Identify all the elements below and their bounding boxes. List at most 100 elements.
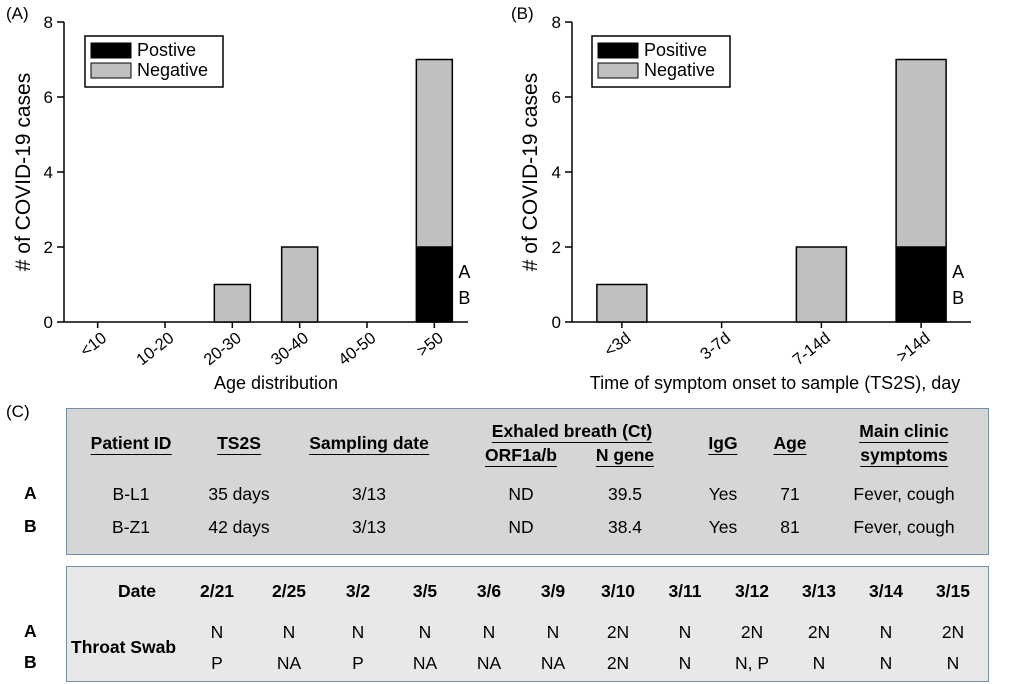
panel-label-c: (C) — [6, 402, 30, 421]
date-header: 2/25 — [271, 581, 307, 601]
header-date: Date — [118, 581, 156, 601]
date-header: 3/13 — [801, 581, 837, 601]
row-b-id: B-Z1 — [112, 517, 150, 537]
date-header: 3/5 — [412, 581, 438, 601]
throat-swab-result: N — [879, 653, 893, 673]
row-a-age: 71 — [780, 484, 800, 504]
header-main-clinic: Main clinic — [859, 421, 949, 443]
y-tick-label: 2 — [44, 238, 53, 257]
row-b-date: 3/13 — [351, 517, 387, 537]
throat-swab-result: N — [210, 622, 224, 642]
bar-annotation: B — [952, 288, 964, 308]
header-n-gene: N gene — [595, 445, 655, 467]
patient-info-table: Patient ID TS2S Sampling date Exhaled br… — [66, 408, 989, 555]
throat-swab-result: N — [418, 622, 432, 642]
throat-swab-result: N — [678, 653, 692, 673]
legend-swatch-postive — [90, 42, 132, 59]
date-header: 3/9 — [540, 581, 566, 601]
row-b-orf: ND — [508, 517, 534, 537]
bar-negative->50 — [415, 58, 454, 248]
x-tick-label: >50 — [414, 329, 447, 360]
row-b-ngene: 38.4 — [607, 517, 643, 537]
x-tick-label: 10-20 — [133, 329, 177, 369]
bar-postive->50 — [415, 246, 454, 323]
table1-row-label-a: A — [24, 483, 37, 503]
legend-label-negative: Negative — [644, 60, 715, 80]
bar-annotation: A — [458, 262, 470, 282]
throat-swab-result: N, P — [734, 653, 770, 673]
throat-swab-result: N — [482, 622, 496, 642]
header-exhaled-breath: Exhaled breath (Ct) — [491, 421, 653, 443]
header-orf1ab: ORF1a/b — [485, 445, 557, 467]
legend-label-positive: Positive — [644, 40, 707, 60]
x-axis-label: Time of symptom onset to sample (TS2S), … — [590, 373, 960, 393]
table2-row-label-b: B — [24, 652, 37, 672]
x-tick-label: 7-14d — [789, 329, 833, 369]
legend-swatch-negative — [597, 62, 639, 79]
row-a-igg: Yes — [708, 484, 738, 504]
date-header: 3/2 — [345, 581, 371, 601]
x-tick-label: <10 — [77, 329, 110, 360]
throat-swab-result: N — [879, 622, 893, 642]
row-b-ts2s: 42 days — [208, 517, 270, 537]
throat-swab-result: 2N — [740, 622, 764, 642]
row-a-symptoms: Fever, cough — [853, 484, 955, 504]
bar-negative-7-14d — [795, 246, 848, 323]
y-tick-label: 6 — [552, 88, 561, 107]
header-ts2s: TS2S — [217, 433, 261, 455]
header-patient-id: Patient ID — [90, 433, 172, 455]
legend-swatch-positive — [597, 42, 639, 59]
date-header: 2/21 — [199, 581, 235, 601]
bar-negative-30-40 — [280, 246, 319, 323]
throat-swab-result: N — [546, 622, 560, 642]
x-tick-label: >14d — [893, 329, 933, 366]
date-header: 3/14 — [868, 581, 904, 601]
throat-swab-result: P — [352, 653, 364, 673]
date-header: 3/10 — [600, 581, 636, 601]
header-igg: IgG — [708, 433, 738, 455]
header-symptoms: symptoms — [860, 445, 948, 467]
row-b-age: 81 — [780, 517, 800, 537]
bar-annotation: B — [458, 288, 470, 308]
y-tick-label: 8 — [44, 13, 53, 32]
y-tick-label: 6 — [44, 88, 53, 107]
y-tick-label: 4 — [552, 163, 561, 182]
y-tick-label: 0 — [552, 313, 561, 332]
row-a-orf: ND — [508, 484, 534, 504]
header-sampling-date: Sampling date — [309, 433, 429, 455]
y-tick-label: 4 — [44, 163, 53, 182]
throat-swab-result: N — [678, 622, 692, 642]
y-axis-label: # of COVID-19 cases — [12, 73, 35, 271]
ts2s-chart: 0 2 4 6 8 # of COVID-19 cases <3d 3-7d 7-14d >14d… — [519, 13, 971, 393]
y-tick-label: 0 — [44, 313, 53, 332]
throat-swab-result: 2N — [606, 622, 630, 642]
y-tick-label: 2 — [552, 238, 561, 257]
date-header: 3/11 — [668, 581, 702, 601]
table2-row-label-a: A — [24, 621, 37, 641]
x-tick-label: 30-40 — [268, 329, 312, 369]
row-b-igg: Yes — [708, 517, 738, 537]
legend-label-negative: Negative — [137, 60, 208, 80]
y-tick-label: 8 — [552, 13, 561, 32]
throat-swab-result: 2N — [606, 653, 630, 673]
legend-swatch-negative — [90, 62, 132, 79]
table1-row-label-b: B — [24, 516, 37, 536]
throat-swab-result: NA — [276, 653, 302, 673]
throat-swab-result: 2N — [807, 622, 831, 642]
x-tick-label: <3d — [601, 329, 634, 360]
date-header: 3/15 — [935, 581, 971, 601]
x-tick-label: 3-7d — [697, 329, 734, 364]
row-a-ts2s: 35 days — [208, 484, 270, 504]
bar-annotation: A — [952, 262, 964, 282]
x-tick-label: 20-30 — [200, 329, 244, 369]
age-distribution-chart: 0 2 4 6 8 # of COVID-19 cases <10 10-20 20-30 30-… — [12, 13, 470, 393]
bar-negative-20-30 — [213, 283, 252, 323]
panel-label-b: (B) — [511, 4, 534, 23]
throat-swab-result: N — [282, 622, 296, 642]
throat-swab-result: NA — [540, 653, 566, 673]
row-a-ngene: 39.5 — [607, 484, 643, 504]
throat-swab-label: Throat Swab — [71, 637, 177, 657]
date-header: 3/12 — [734, 581, 770, 601]
date-header: 3/6 — [476, 581, 502, 601]
panel-label-a: (A) — [6, 4, 29, 23]
